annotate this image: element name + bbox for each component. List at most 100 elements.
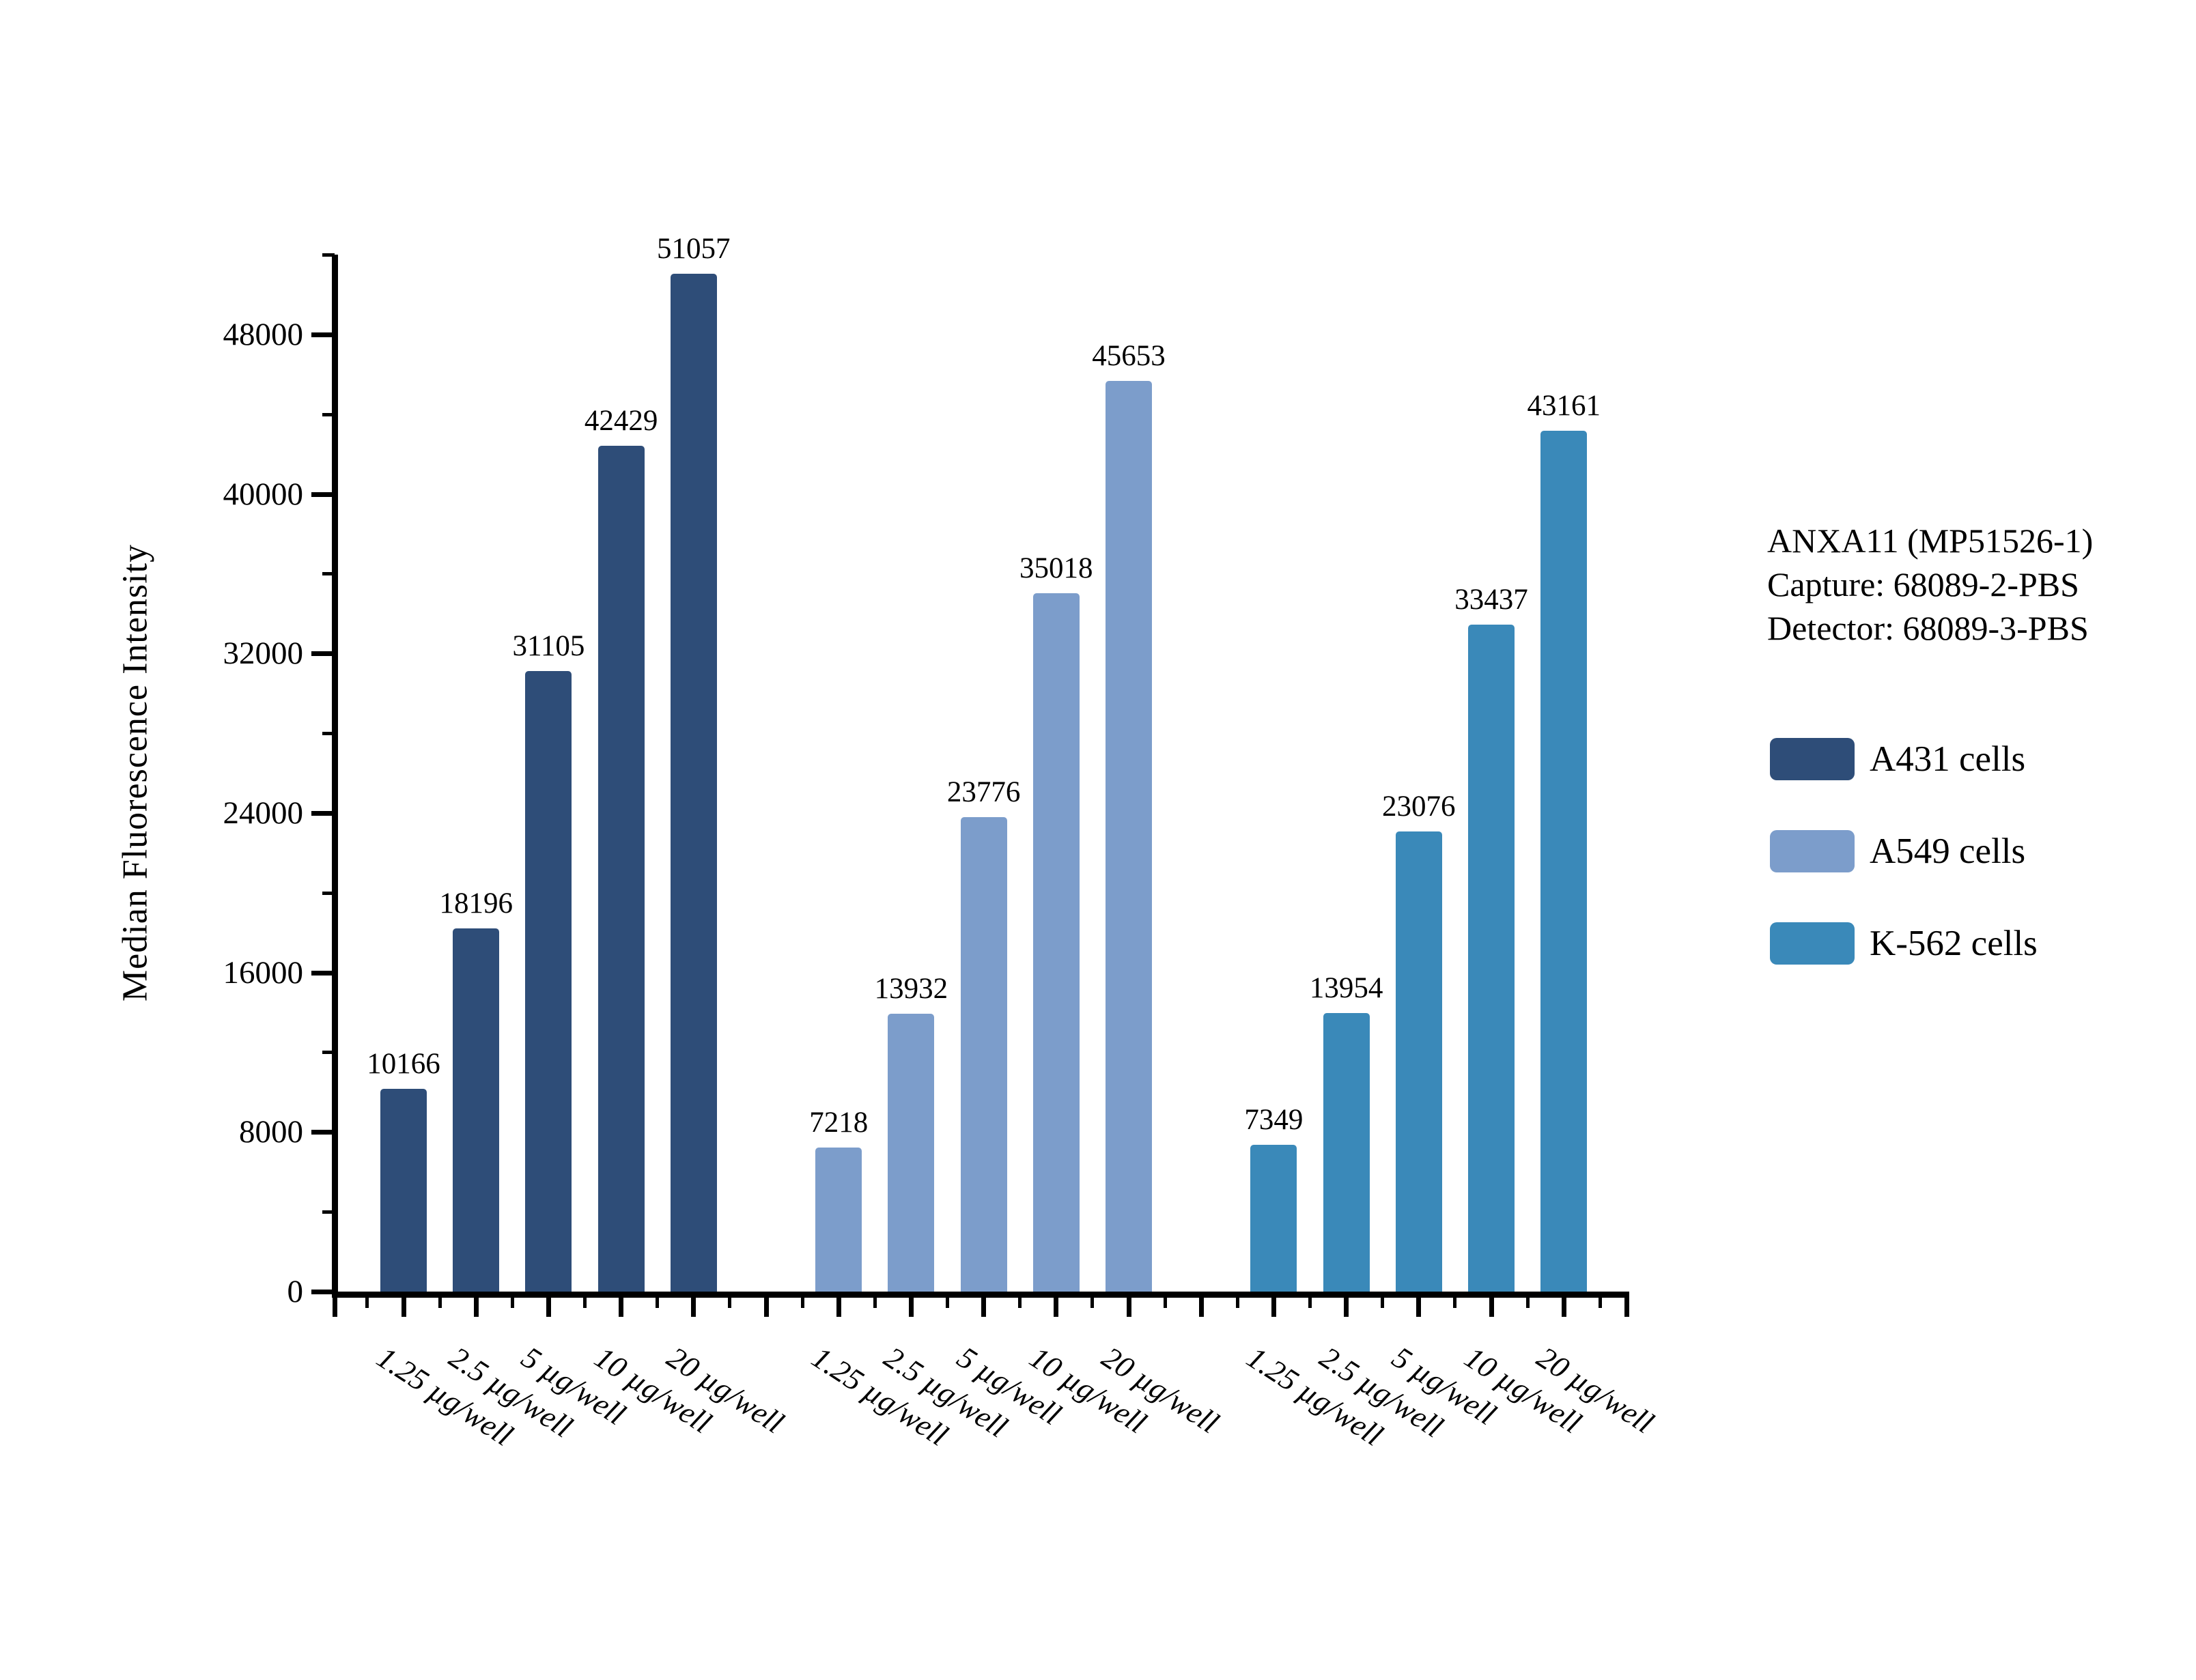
annotation-line: ANXA11 (MP51526-1) [1767,522,2094,560]
legend-swatch-k562 [1770,922,1855,965]
y-tick-minor [322,572,335,576]
legend-label-a431: A431 cells [1870,739,2026,779]
bar-value-label: 13932 [874,973,948,1006]
x-tick-minor [1018,1298,1022,1308]
bar-A549-10 µg/well [1032,593,1080,1292]
x-tick-minor [800,1298,804,1308]
bar-A549-2.5 µg/well [888,1014,935,1292]
x-tick-major [546,1298,551,1317]
bar-value-label: 10166 [367,1048,440,1081]
bar-K-562-5 µg/well [1395,831,1442,1292]
x-tick-minor [946,1298,949,1308]
bar-K-562-2.5 µg/well [1323,1013,1370,1292]
x-axis-line [332,1292,1629,1298]
y-tick-label: 24000 [223,795,304,831]
legend-swatch-a549 [1770,830,1855,872]
x-tick-major [1416,1298,1422,1317]
bar-A431-1.25 µg/well [380,1089,427,1292]
x-axis-end-tick [1624,1298,1629,1317]
x-tick-minor [438,1298,442,1308]
bar-value-label: 33437 [1454,584,1528,616]
bar-A549-1.25 µg/well [815,1148,862,1292]
bar-A431-20 µg/well [670,273,717,1292]
x-tick-major [981,1298,987,1317]
x-tick-minor [1381,1298,1385,1308]
bar-K-562-10 µg/well [1468,625,1515,1292]
x-tick-major [1489,1298,1494,1317]
bar-value-label: 23076 [1382,790,1456,823]
bar-value-label: 13954 [1309,972,1383,1005]
bar-value-label: 23776 [946,776,1021,809]
y-axis-title: Median Fluorescence Intensity [115,543,155,1002]
bar-A549-20 µg/well [1106,381,1152,1292]
x-tick-major [1198,1298,1204,1317]
x-tick-major [1561,1298,1566,1317]
y-tick-minor [322,412,335,416]
x-tick-major [1271,1298,1276,1317]
bar-value-label: 7349 [1244,1104,1304,1137]
y-tick-label: 8000 [239,1114,303,1150]
y-tick-major [311,492,335,497]
bar-A431-10 µg/well [597,445,645,1292]
x-tick-major [908,1298,914,1317]
bar-value-label: 35018 [1019,552,1093,585]
annotation-line: Capture: 68089-2-PBS [1767,565,2079,603]
y-tick-major [311,1130,335,1135]
x-tick-major [763,1298,769,1317]
x-tick-major [1126,1298,1131,1317]
bar-value-label: 31105 [512,630,585,663]
y-axis-spine [332,255,338,1298]
y-tick-minor [322,732,335,736]
y-tick-label: 32000 [223,636,304,672]
x-tick-minor [1308,1298,1312,1308]
x-tick-major [473,1298,479,1317]
y-tick-major [311,970,335,976]
y-tick-minor [322,891,335,895]
x-tick-major [836,1298,841,1317]
legend-label-k562: K-562 cells [1870,924,2038,963]
y-tick-minor [322,1210,335,1214]
x-tick-major [1054,1298,1059,1317]
x-axis-end-tick [332,1298,337,1317]
annotation-block: ANXA11 (MP51526-1) Capture: 68089-2-PBS … [1767,519,2093,650]
x-tick-minor [1453,1298,1457,1308]
x-tick-minor [1090,1298,1095,1308]
x-tick-minor [583,1298,587,1308]
x-tick-major [619,1298,624,1317]
y-tick-major [311,651,335,657]
y-tick-label: 48000 [223,316,304,352]
y-tick-major [311,332,335,337]
x-tick-minor [1235,1298,1239,1308]
legend-label-a549: A549 cells [1870,831,2026,871]
y-tick-major [311,1290,335,1294]
bar-value-label: 45653 [1092,340,1166,373]
y-tick-minor [322,1051,335,1055]
legend-entry-k562: K-562 cells [1770,922,2038,965]
bar-K-562-20 µg/well [1540,431,1588,1292]
x-tick-minor [873,1298,877,1308]
legend-entry-a431: A431 cells [1770,737,2025,781]
x-tick-minor [656,1298,660,1308]
x-tick-minor [728,1298,732,1308]
bar-K-562-1.25 µg/well [1250,1145,1297,1292]
x-tick-minor [365,1298,369,1308]
legend-swatch-a431 [1770,738,1855,780]
bar-value-label: 18196 [439,887,513,920]
x-tick-minor [1525,1298,1530,1308]
y-tick-label: 40000 [223,476,304,512]
annotation-line: Detector: 68089-3-PBS [1767,609,2089,647]
bar-value-label: 43161 [1527,390,1601,423]
y-tick-minor [322,253,335,257]
y-tick-label: 0 [287,1274,304,1309]
bar-value-label: 42429 [584,404,658,437]
x-tick-minor [510,1298,514,1308]
x-tick-minor [1163,1298,1167,1308]
bar-A431-5 µg/well [525,671,572,1292]
legend-entry-a549: A549 cells [1770,829,2025,873]
bar-value-label: 51057 [657,232,731,265]
x-tick-major [401,1298,406,1317]
bar-A549-5 µg/well [960,817,1007,1292]
x-tick-major [691,1298,696,1317]
x-tick-minor [1598,1298,1602,1308]
